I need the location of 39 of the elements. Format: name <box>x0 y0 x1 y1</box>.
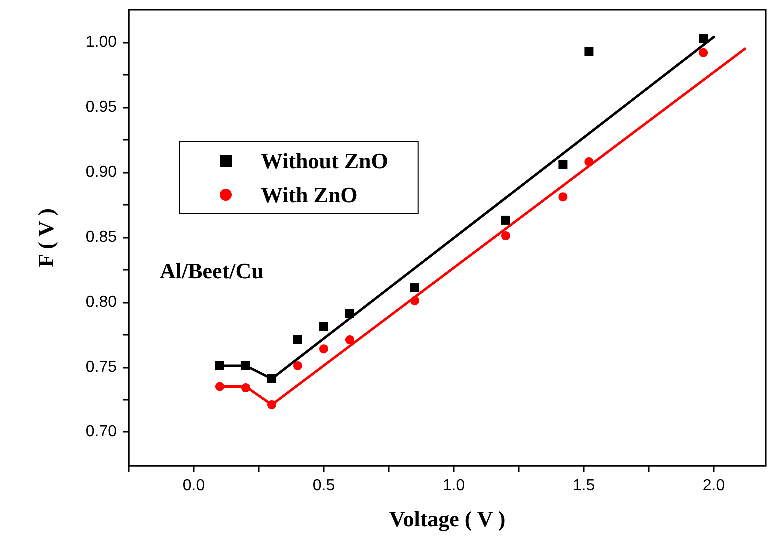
annotation: Al/Beet/Cu <box>160 258 264 284</box>
x-tick-label: 2.0 <box>702 478 726 494</box>
x-tick-label: 1.0 <box>442 478 466 494</box>
point <box>216 361 224 370</box>
point <box>558 160 568 170</box>
x-tick-label: 0.0 <box>182 478 206 494</box>
point <box>346 335 354 344</box>
y-tick-label: 0.80 <box>86 294 118 311</box>
y-tick-label: 0.95 <box>86 98 118 116</box>
point <box>558 192 568 202</box>
point <box>268 374 276 384</box>
point <box>346 310 354 318</box>
point <box>410 296 420 306</box>
point <box>294 335 302 344</box>
x-tick-label: 1.5 <box>572 478 596 494</box>
point <box>294 361 302 370</box>
point <box>502 232 510 241</box>
point <box>216 382 224 392</box>
point <box>699 34 708 44</box>
point <box>699 48 708 58</box>
y-tick-label: 1.00 <box>86 34 118 51</box>
point <box>320 344 328 354</box>
point <box>242 384 250 393</box>
point <box>584 158 594 166</box>
y-tick-label: 0.70 <box>86 424 118 441</box>
y-axis-title: F ( V ) <box>34 208 58 268</box>
y-tick-label: 0.85 <box>86 228 118 246</box>
point <box>268 400 276 410</box>
y-tick-label: 0.90 <box>86 164 118 181</box>
point <box>320 322 328 332</box>
point <box>242 361 250 370</box>
x-axis-title: Voltage ( V ) <box>389 506 506 532</box>
point <box>502 216 510 225</box>
y-tick-label: 0.75 <box>86 358 118 376</box>
x-tick-label: 0.5 <box>312 478 336 494</box>
legend-label: Without ZnO <box>261 148 388 174</box>
legend-label: With ZnO <box>261 182 358 208</box>
point <box>584 47 594 56</box>
point <box>410 284 420 293</box>
